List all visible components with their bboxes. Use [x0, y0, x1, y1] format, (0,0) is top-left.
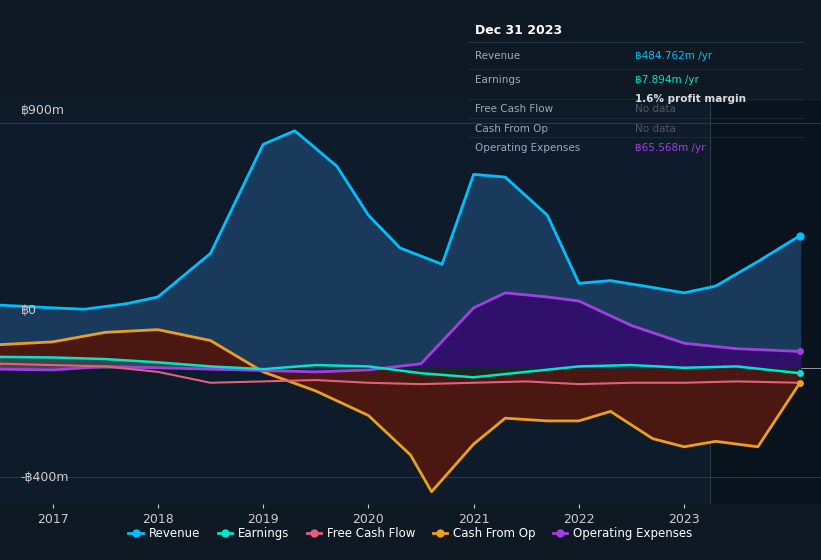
Text: ฿7.894m /yr: ฿7.894m /yr [635, 75, 699, 85]
Text: Dec 31 2023: Dec 31 2023 [475, 25, 562, 38]
Text: ฿484.762m /yr: ฿484.762m /yr [635, 51, 713, 61]
Text: Free Cash Flow: Free Cash Flow [475, 105, 553, 114]
Text: Operating Expenses: Operating Expenses [475, 143, 580, 153]
Text: Cash From Op: Cash From Op [475, 124, 548, 134]
Text: No data: No data [635, 124, 677, 134]
Text: ฿0: ฿0 [21, 304, 36, 318]
Text: Revenue: Revenue [475, 51, 521, 61]
Text: Earnings: Earnings [475, 75, 521, 85]
Bar [710, 101, 821, 504]
Text: ฿900m: ฿900m [21, 104, 65, 116]
Text: No data: No data [635, 105, 677, 114]
Text: -฿400m: -฿400m [21, 472, 69, 484]
Text: 1.6% profit margin: 1.6% profit margin [635, 94, 746, 104]
Text: ฿65.568m /yr: ฿65.568m /yr [635, 143, 706, 153]
Legend: Revenue, Earnings, Free Cash Flow, Cash From Op, Operating Expenses: Revenue, Earnings, Free Cash Flow, Cash … [124, 522, 697, 545]
